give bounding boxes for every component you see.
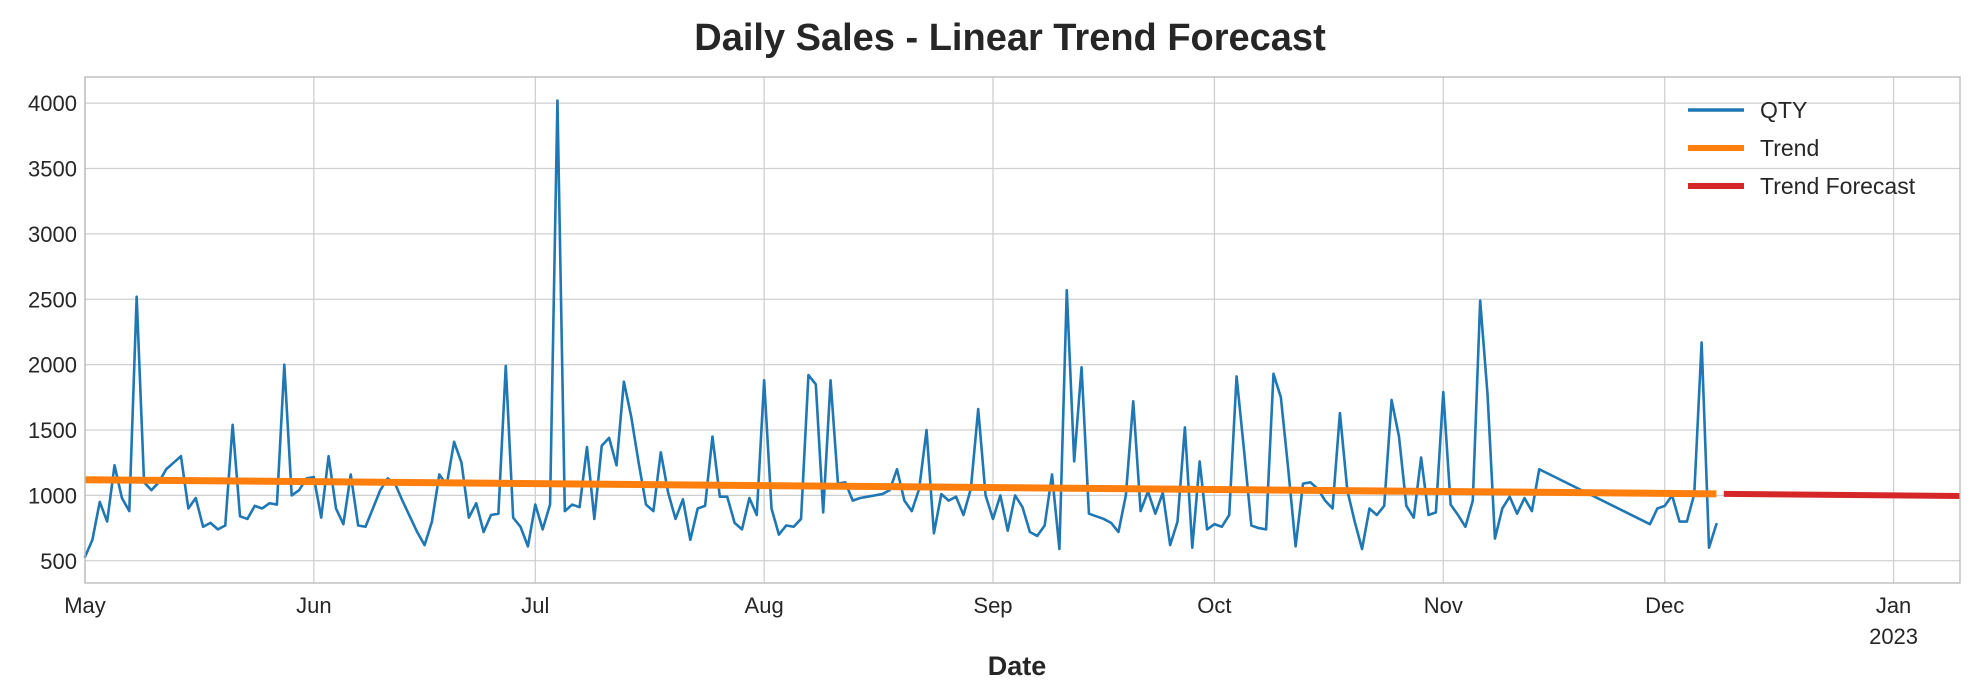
x-tick-label: Sep	[973, 593, 1012, 618]
y-tick-label: 2500	[28, 287, 77, 312]
x-tick-label: Aug	[745, 593, 784, 618]
plot-frame	[84, 76, 1961, 584]
y-tick-label: 4000	[28, 91, 77, 116]
series-line-trend-forecast	[1723, 490, 1961, 500]
x-tick-label: May	[64, 593, 106, 618]
x-tick-label: Jan	[1876, 593, 1911, 618]
y-tick-label: 1000	[28, 483, 77, 508]
x-tick-label: Jun	[296, 593, 331, 618]
x-tick-label: Jul	[521, 593, 549, 618]
series-line-trend	[84, 476, 1717, 498]
plot-series	[83, 99, 1961, 559]
legend-label: Trend Forecast	[1760, 173, 1916, 199]
y-axis: 500 1000 1500 2000 2500 3000 3500 4000	[28, 91, 77, 574]
y-tick-label: 500	[40, 549, 77, 574]
x-axis: May Jun Jul Aug Sep Oct Nov Dec Jan 2023	[64, 593, 1918, 649]
x-axis-label: Date	[988, 651, 1047, 681]
x-tick-label: Nov	[1424, 593, 1463, 618]
y-tick-label: 1500	[28, 418, 77, 443]
legend: QTY Trend Trend Forecast	[1688, 97, 1916, 199]
series-line-qty	[83, 99, 1718, 559]
x-tick-label: Dec	[1645, 593, 1684, 618]
legend-label: QTY	[1760, 97, 1807, 123]
y-tick-label: 3500	[28, 157, 77, 182]
x-tick-label: Oct	[1197, 593, 1231, 618]
y-tick-label: 3000	[28, 222, 77, 247]
chart-title: Daily Sales - Linear Trend Forecast	[694, 17, 1326, 59]
legend-label: Trend	[1760, 135, 1819, 161]
x-tick-sublabel: 2023	[1869, 624, 1918, 649]
y-tick-label: 2000	[28, 353, 77, 378]
grid	[84, 77, 1960, 583]
